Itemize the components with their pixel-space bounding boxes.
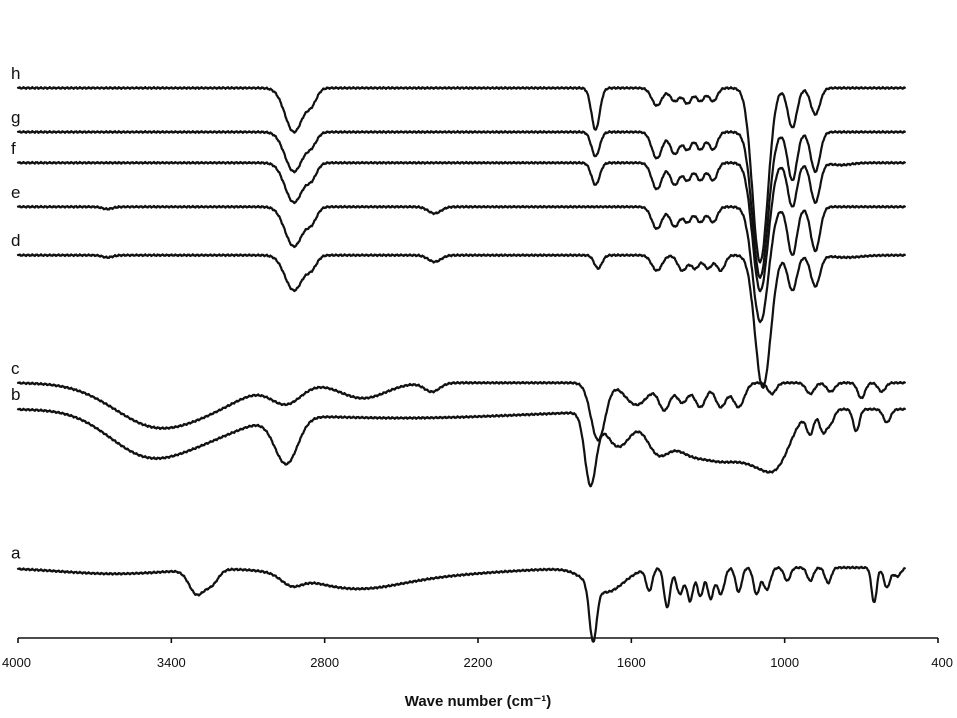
spectrum-d (16, 253, 906, 389)
spectrum-b (16, 407, 906, 488)
series-label-g: g (11, 108, 20, 127)
series-layer (16, 86, 906, 643)
spectrum-c (16, 380, 906, 442)
series-label-h: h (11, 64, 20, 83)
x-tick-label-1600: 1600 (617, 655, 646, 670)
spectrum-h (16, 86, 906, 264)
x-tick-label-2200: 2200 (464, 655, 493, 670)
series-label-f: f (11, 139, 16, 158)
x-tick-label-4000: 4000 (2, 655, 31, 670)
spectrum-g (16, 130, 906, 279)
series-label-layer: a bc d e fg h (11, 64, 21, 563)
x-tick-label-2800: 2800 (310, 655, 339, 670)
x-tick-label-400: 400 (931, 655, 953, 670)
x-axis-ticks: 4000 3400 2800 2200 1600 1000 400 (2, 638, 953, 670)
series-label-e: e (11, 183, 20, 202)
series-label-a: a (11, 544, 21, 563)
series-label-c: c (11, 359, 20, 378)
x-tick-label-3400: 3400 (157, 655, 186, 670)
spectrum-e (16, 204, 906, 324)
x-axis-label: Wave number (cm⁻¹) (405, 693, 552, 710)
series-label-d: d (11, 231, 20, 250)
x-tick-label-1000: 1000 (770, 655, 799, 670)
series-label-b: b (11, 385, 20, 404)
spectrum-a (16, 565, 906, 643)
spectrum-f (16, 160, 906, 293)
